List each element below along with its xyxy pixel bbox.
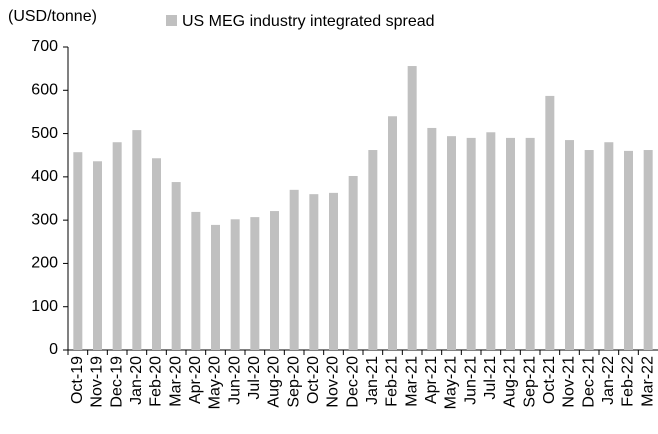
bar <box>368 150 378 350</box>
x-tick-label: Mar-21 <box>403 356 420 407</box>
x-tick-label: Oct-21 <box>541 356 558 404</box>
bar <box>348 175 358 350</box>
y-axis-label: (USD/tonne) <box>8 8 97 25</box>
bar <box>230 219 240 350</box>
legend-label: US MEG industry integrated spread <box>182 13 435 30</box>
x-tick-label: Nov-19 <box>89 356 106 408</box>
x-tick-label: Oct-20 <box>305 356 322 404</box>
bar <box>112 142 122 350</box>
y-tick-label: 700 <box>31 38 58 55</box>
bar <box>270 211 279 350</box>
x-tick-label: Jul-20 <box>246 356 263 400</box>
x-tick-label: Dec-20 <box>344 356 361 408</box>
x-tick-label: Dec-21 <box>580 356 597 408</box>
x-tick-label: Nov-21 <box>561 356 578 408</box>
bar <box>447 136 456 350</box>
x-tick-label: Sep-21 <box>521 356 538 408</box>
y-tick-label: 0 <box>49 341 58 358</box>
x-tick-label: Jan-22 <box>600 356 617 405</box>
bar <box>584 150 594 350</box>
x-tick-label: Aug-21 <box>502 356 519 408</box>
x-tick-label: Apr-20 <box>187 356 204 404</box>
x-tick-label: May-21 <box>443 356 460 409</box>
x-tick-label: Feb-21 <box>384 356 401 407</box>
x-tick-label: Jul-21 <box>482 356 499 400</box>
y-tick-label: 600 <box>31 82 58 99</box>
x-tick-label: Dec-19 <box>108 356 125 408</box>
bar <box>466 137 476 350</box>
bar <box>624 150 633 350</box>
y-tick-label: 500 <box>31 125 58 142</box>
x-tick-label: Nov-20 <box>325 356 342 408</box>
x-tick-label: Mar-20 <box>167 356 184 407</box>
y-tick-label: 400 <box>31 168 58 185</box>
bar <box>506 137 515 350</box>
y-tick-label: 300 <box>31 211 58 228</box>
x-tick-label: Aug-20 <box>266 356 283 408</box>
bar <box>132 130 142 350</box>
bar <box>565 140 574 350</box>
legend-swatch <box>166 15 177 26</box>
bar <box>329 192 338 350</box>
x-tick-label: Jan-21 <box>364 356 381 405</box>
bar <box>388 116 397 350</box>
bar <box>250 217 260 350</box>
bar <box>545 95 555 350</box>
bar <box>93 161 102 350</box>
x-tick-label: Jun-21 <box>462 356 479 405</box>
x-tick-label: Apr-21 <box>423 356 440 404</box>
y-tick-label: 200 <box>31 255 58 272</box>
x-tick-label: Oct-19 <box>69 356 86 404</box>
bar <box>604 142 614 350</box>
bar <box>525 137 535 350</box>
x-tick-label: Jun-20 <box>226 356 243 405</box>
x-tick-label: Feb-22 <box>620 356 637 407</box>
x-tick-label: Jan-20 <box>128 356 145 405</box>
bar <box>171 182 181 350</box>
bar <box>427 127 437 351</box>
bar <box>309 194 319 350</box>
bar <box>191 211 201 350</box>
x-tick-label: Feb-20 <box>148 356 165 407</box>
x-tick-label: Mar-22 <box>639 356 656 407</box>
x-tick-label: May-20 <box>207 356 224 409</box>
bar <box>643 150 653 350</box>
bar <box>289 189 299 350</box>
x-tick-label: Sep-20 <box>285 356 302 408</box>
bar <box>152 158 161 350</box>
bar <box>407 66 417 350</box>
bar <box>211 224 220 350</box>
bar <box>486 132 496 350</box>
bar <box>73 152 83 350</box>
y-tick-label: 100 <box>31 298 58 315</box>
